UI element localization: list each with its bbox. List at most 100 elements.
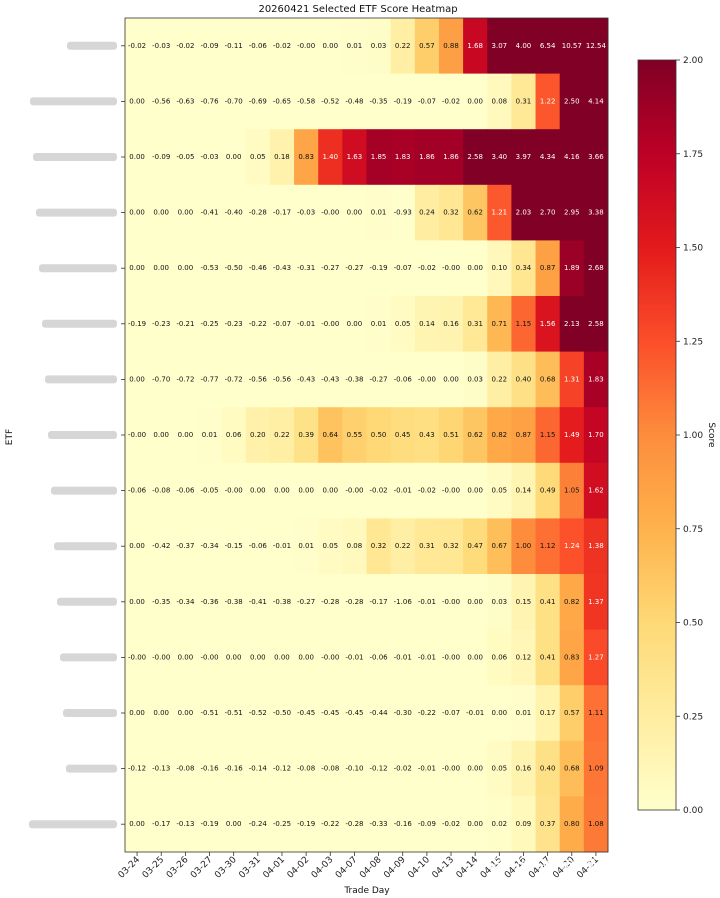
- heatmap-cell: [125, 184, 150, 241]
- cell-value-label: 0.00: [250, 487, 266, 495]
- heatmap-cell: [535, 407, 561, 464]
- cell-value-label: 0.00: [129, 153, 145, 161]
- cell-value-label: -0.00: [128, 653, 146, 661]
- cell-value-label: -0.38: [345, 375, 363, 383]
- heatmap-cell: [221, 18, 247, 74]
- cell-value-label: 0.16: [516, 765, 532, 773]
- heatmap-cell: [414, 129, 440, 186]
- cell-value-label: 1.05: [564, 487, 580, 495]
- chart-title: 20260421 Selected ETF Score Heatmap: [258, 4, 457, 15]
- cell-value-label: -0.23: [152, 320, 170, 328]
- cell-value-label: -0.36: [200, 598, 219, 606]
- heatmap-cell: [511, 518, 536, 575]
- heatmap-cell: [269, 184, 295, 241]
- heatmap-cell: [559, 574, 585, 630]
- cell-value-label: -0.06: [128, 487, 147, 495]
- cell-value-label: -0.42: [152, 542, 170, 550]
- heatmap-cell: [197, 184, 222, 241]
- heatmap-cell: [318, 351, 343, 408]
- cell-value-label: -0.03: [297, 209, 315, 217]
- cell-value-label: 0.40: [540, 765, 556, 773]
- cell-value-label: 0.00: [153, 431, 169, 439]
- heatmap-cell: [583, 462, 609, 519]
- heatmap-cell: [535, 351, 561, 408]
- colorbar: [637, 59, 677, 811]
- heatmap-cell: [583, 240, 609, 297]
- x-tick-label: 04-14: [455, 855, 481, 881]
- heatmap-cell: [390, 407, 416, 464]
- heatmap-cell: [583, 574, 609, 630]
- heatmap-cell: [149, 518, 174, 575]
- watermark-text: 知乎 @Python本地量化: [482, 854, 644, 872]
- cell-value-label: 2.58: [588, 320, 604, 328]
- x-tick-label: 04-09: [382, 855, 408, 881]
- cell-value-label: 3.97: [516, 153, 532, 161]
- cell-value-label: 0.57: [419, 42, 435, 50]
- cell-value-label: -0.11: [225, 42, 243, 50]
- cell-value-label: -0.65: [273, 97, 291, 105]
- cell-value-label: -0.02: [418, 264, 436, 272]
- cell-value-label: 0.15: [516, 598, 532, 606]
- cell-value-label: -0.06: [176, 487, 195, 495]
- cell-value-label: 0.34: [516, 264, 532, 272]
- heatmap-cell: [269, 462, 295, 519]
- heatmap-cell: [269, 518, 295, 575]
- cell-value-label: 0.87: [516, 431, 532, 439]
- cell-value-label: 0.05: [492, 487, 508, 495]
- heatmap-cell: [366, 351, 392, 408]
- cell-value-label: -0.17: [370, 598, 388, 606]
- heatmap-cell: [294, 407, 319, 464]
- heatmap-cell: [173, 629, 198, 686]
- heatmap-cell: [269, 740, 295, 797]
- cell-value-label: 0.64: [322, 431, 338, 439]
- heatmap-cell: [342, 129, 367, 186]
- cell-value-label: -0.13: [176, 820, 194, 828]
- heatmap-cell: [366, 240, 392, 297]
- cell-value-label: -0.08: [297, 765, 315, 773]
- heatmap-cell: [342, 407, 367, 464]
- heatmap-cell: [390, 574, 416, 630]
- cell-value-label: -0.01: [418, 765, 436, 773]
- heatmap-cell: [294, 351, 319, 408]
- heatmap-cell: [535, 796, 561, 853]
- cell-value-label: -0.09: [418, 820, 436, 828]
- heatmap-cell: [318, 18, 343, 74]
- heatmap-cell: [197, 685, 222, 742]
- heatmap-cell: [463, 462, 488, 519]
- y-tick-label-blurred: [54, 542, 117, 551]
- cell-value-label: 0.00: [322, 42, 338, 50]
- heatmap-cell: [125, 796, 150, 853]
- heatmap-cell: [221, 296, 247, 352]
- heatmap-cell: [487, 184, 512, 241]
- heatmap-cell: [149, 629, 174, 686]
- heatmap-cell: [438, 184, 464, 241]
- cell-value-label: 0.00: [129, 97, 145, 105]
- heatmap-cell: [366, 740, 392, 797]
- heatmap-cell: [294, 18, 319, 74]
- cell-value-label: -0.00: [418, 375, 436, 383]
- cell-value-label: 0.22: [395, 42, 411, 50]
- heatmap-cell: [438, 240, 464, 297]
- cell-value-label: -0.15: [225, 542, 243, 550]
- heatmap-cell: [221, 73, 247, 130]
- cell-value-label: 0.00: [226, 653, 242, 661]
- cell-value-label: -0.17: [273, 209, 291, 217]
- x-tick-label: 04-10: [406, 855, 432, 881]
- heatmap-cell: [173, 407, 198, 464]
- heatmap-cell: [463, 407, 488, 464]
- cell-value-label: -0.77: [200, 375, 218, 383]
- cell-value-label: 0.01: [371, 209, 387, 217]
- heatmap-cell: [245, 407, 271, 464]
- cell-value-label: 0.67: [492, 542, 508, 550]
- cell-value-label: 0.31: [419, 542, 435, 550]
- heatmap-cell: [125, 629, 150, 686]
- x-tick-label: 03-31: [237, 855, 263, 881]
- cell-value-label: 0.22: [492, 375, 508, 383]
- heatmap-cell: [318, 184, 343, 241]
- cell-value-label: -0.35: [370, 97, 388, 105]
- heatmap-cell: [366, 296, 392, 352]
- heatmap-cell: [438, 296, 464, 352]
- heatmap-cell: [535, 518, 561, 575]
- cell-value-label: 0.00: [129, 598, 145, 606]
- heatmap-cell: [197, 796, 222, 853]
